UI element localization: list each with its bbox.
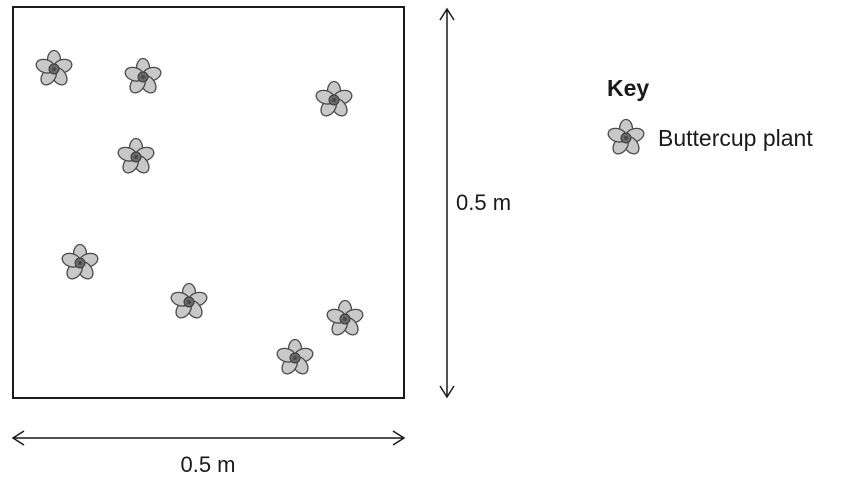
width-label: 0.5 m xyxy=(180,452,235,477)
key: Key Buttercup plant xyxy=(605,75,813,158)
width-dimension-arrow xyxy=(11,430,406,446)
buttercup-flower-icon xyxy=(605,118,647,158)
key-item-label: Buttercup plant xyxy=(658,125,813,151)
height-label: 0.5 m xyxy=(456,190,511,215)
height-dimension-arrow xyxy=(439,7,455,399)
key-title: Key xyxy=(607,75,649,101)
